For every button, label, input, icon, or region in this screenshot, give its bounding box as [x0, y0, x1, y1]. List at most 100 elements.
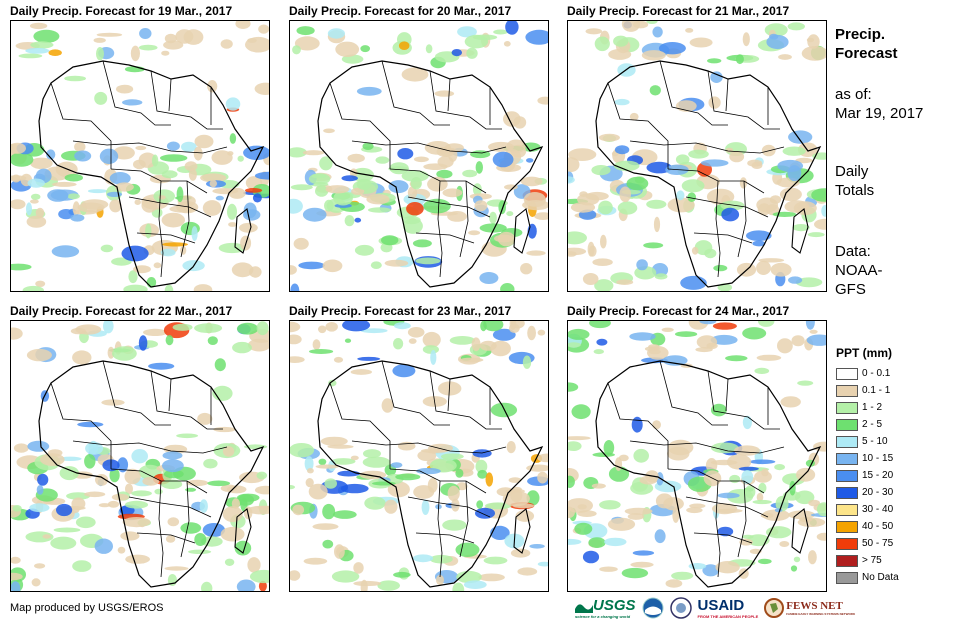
legend-label: 0 - 0.1: [862, 368, 891, 379]
usaid-logo-text: USAID: [697, 597, 745, 614]
country-border: [128, 496, 212, 518]
as-of-label: as of:: [835, 86, 872, 103]
country-border: [102, 360, 171, 426]
country-border: [136, 532, 196, 544]
legend-item: 10 - 15: [836, 451, 893, 466]
madagascar-outline: [791, 208, 809, 254]
fewsnet-logo-text: FEWS NET: [786, 600, 843, 612]
country-border: [629, 440, 785, 454]
country-border: [693, 232, 753, 244]
country-border: [447, 78, 451, 112]
legend-swatch: [836, 401, 858, 414]
madagascar-outline: [513, 208, 531, 254]
country-border: [381, 360, 450, 426]
legend-swatch: [836, 367, 858, 380]
country-border: [329, 82, 391, 169]
africa-coastline: [38, 360, 265, 588]
fewsnet-globe-icon: [764, 598, 785, 618]
country-border: [607, 382, 669, 469]
legend-label: 1 - 2: [862, 402, 883, 413]
data-line: NOAA-: [835, 262, 883, 279]
panel-title: Daily Precip. Forecast for 24 Mar., 2017: [567, 304, 790, 318]
totals-line: Daily: [835, 163, 869, 180]
forecast-panel-3: Daily Precip. Forecast for 21 Mar., 2017: [567, 4, 827, 292]
country-border: [136, 232, 196, 244]
legend-swatch: [836, 537, 858, 550]
country-border: [102, 60, 171, 126]
country-border: [607, 82, 669, 169]
precip-map-graphic: [11, 21, 269, 291]
noaa-logo: [642, 597, 664, 619]
data-source-block: Data: NOAA- GFS: [835, 242, 883, 299]
country-border: [407, 496, 491, 518]
country-border: [437, 180, 443, 278]
legend-label: 5 - 10: [862, 436, 888, 447]
country-border: [150, 70, 223, 130]
country-border: [351, 140, 507, 154]
usgs-tagline: science for a changing world: [575, 614, 631, 619]
panel-title: Daily Precip. Forecast for 23 Mar., 2017: [289, 304, 512, 318]
legend-swatch: [836, 384, 858, 397]
legend-label: 50 - 75: [862, 538, 894, 549]
precip-field: [568, 21, 826, 291]
totals-line: Totals: [835, 182, 875, 199]
country-border: [50, 382, 112, 469]
country-border: [707, 370, 780, 430]
country-border: [459, 480, 469, 558]
legend-swatch: [836, 503, 858, 516]
forecast-panel-2: Daily Precip. Forecast for 20 Mar., 2017: [289, 4, 549, 292]
country-border: [707, 70, 780, 130]
country-border: [685, 496, 769, 518]
africa-map: [289, 20, 549, 292]
africa-coastline: [317, 60, 544, 288]
legend-item: 40 - 50: [836, 519, 893, 534]
country-border: [180, 480, 190, 558]
legend-item: 50 - 75: [836, 536, 893, 551]
country-border: [128, 196, 212, 218]
madagascar-outline: [791, 508, 809, 554]
as-of-date: Mar 19, 2017: [835, 105, 924, 122]
legend-item: 1 - 2: [836, 400, 882, 415]
africa-coastline: [595, 60, 822, 288]
country-border: [737, 180, 747, 258]
legend-label: 40 - 50: [862, 521, 894, 532]
legend-swatch: [836, 469, 858, 482]
country-border: [629, 140, 785, 154]
madagascar-outline: [513, 508, 531, 554]
fewsnet-logo: FEWS NET FAMINE EARLY WARNING SYSTEMS NE…: [764, 598, 855, 618]
panel-title: Daily Precip. Forecast for 19 Mar., 2017: [10, 4, 233, 18]
africa-map: [10, 320, 270, 592]
precip-field: [11, 321, 269, 591]
usaid-logo: USAID FROM THE AMERICAN PEOPLE: [698, 597, 759, 619]
precip-field: [290, 321, 548, 591]
usgs-logo: USGS science for a changing world: [575, 597, 636, 619]
legend-swatch: [836, 486, 858, 499]
madagascar-outline: [234, 208, 252, 254]
legend-swatch: [836, 435, 858, 448]
forecast-panel-5: Daily Precip. Forecast for 23 Mar., 2017: [289, 304, 549, 592]
partner-logos: USGS science for a changing world USAID …: [575, 593, 855, 623]
legend-swatch: [836, 520, 858, 533]
as-of-block: as of: Mar 19, 2017: [835, 85, 923, 123]
panel-title: Daily Precip. Forecast for 20 Mar., 2017: [289, 4, 512, 18]
legend-label: 2 - 5: [862, 419, 883, 430]
panel-title: Daily Precip. Forecast for 22 Mar., 2017: [10, 304, 233, 318]
precip-map-graphic: [290, 21, 548, 291]
country-border: [158, 180, 164, 278]
africa-map: [289, 320, 549, 592]
legend-item: 2 - 5: [836, 417, 882, 432]
legend-swatch: [836, 418, 858, 431]
country-border: [725, 78, 729, 112]
legend-item: 20 - 30: [836, 485, 893, 500]
legend-title: PPT (mm): [836, 346, 893, 360]
africa-map: [567, 20, 827, 292]
country-border: [715, 480, 721, 578]
legend-item: No Data: [836, 570, 899, 585]
forecast-panel-6: Daily Precip. Forecast for 24 Mar., 2017: [567, 304, 827, 592]
forecast-panel-1: Daily Precip. Forecast for 19 Mar., 2017: [10, 4, 270, 292]
country-border: [437, 480, 443, 578]
country-border: [429, 370, 502, 430]
legend-label: 10 - 15: [862, 453, 894, 464]
precip-field: [568, 321, 826, 588]
data-line: Data:: [835, 243, 871, 260]
